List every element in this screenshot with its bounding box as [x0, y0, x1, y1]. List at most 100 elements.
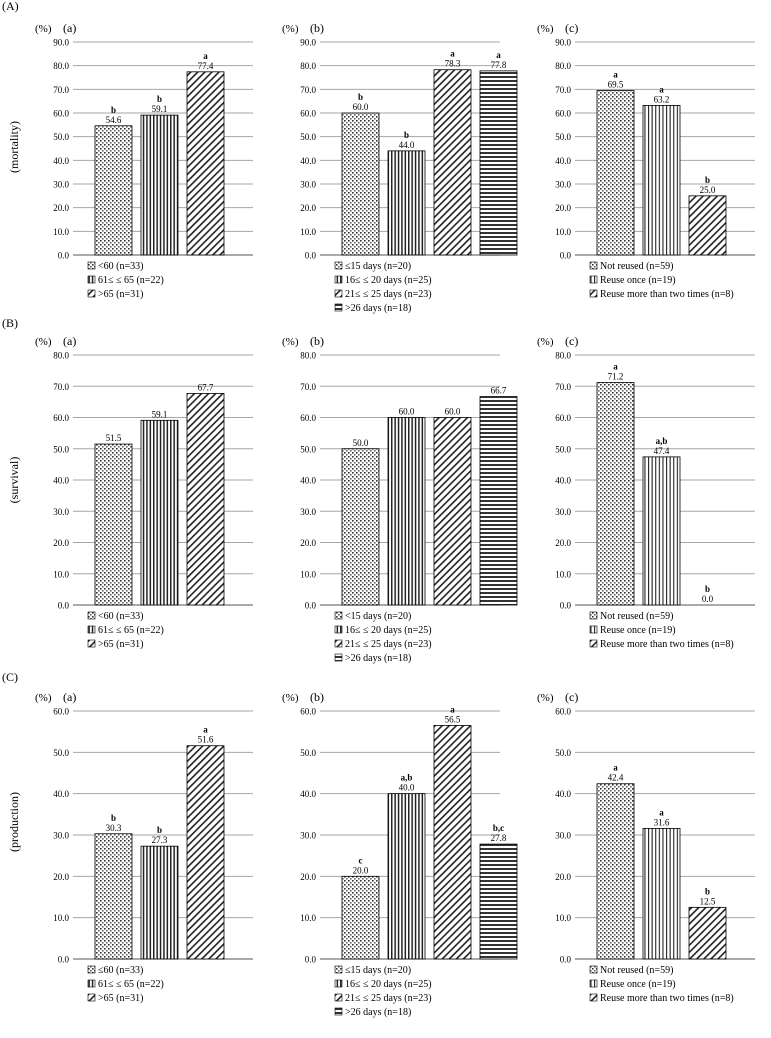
- legend-label: 61≤ ≤ 65 (n=22): [98, 275, 164, 286]
- y-unit-label: (%): [35, 336, 52, 348]
- bar: [387, 793, 426, 960]
- y-tick-label: 80.0: [300, 61, 316, 71]
- data-label: 31.6: [654, 817, 670, 827]
- y-unit-label: (%): [282, 336, 299, 348]
- significance-letter: b: [705, 175, 710, 185]
- chart-panel: (%) (b) 0.0 10.0 20.0 30.0 40.0 50.0 60.0 70.0 80.…: [282, 21, 518, 314]
- panels: (%) (a) 0.0 10.0 20.0 30.0 40.0 50.0 60.0 70.0 80.…: [35, 21, 755, 1018]
- y-tick-label: 30.0: [555, 831, 571, 841]
- panel-label: (b): [310, 21, 324, 35]
- legend-swatch: [334, 993, 343, 1002]
- data-label: 0.0: [702, 594, 714, 604]
- legend-swatch: [87, 261, 96, 270]
- y-tick-label: 50.0: [300, 444, 316, 454]
- y-tick-label: 50.0: [53, 132, 69, 142]
- legend-label: 16≤ ≤ 20 days (n=25): [345, 979, 432, 990]
- bar: [433, 69, 472, 256]
- legend-swatch: [334, 275, 343, 284]
- y-tick-label: 40.0: [53, 789, 69, 799]
- significance-letter: b: [358, 92, 363, 102]
- section-label-c: (C): [2, 670, 18, 684]
- y-tick-label: 90.0: [555, 38, 571, 48]
- significance-letter: a: [450, 49, 455, 59]
- legend-swatch: [589, 275, 598, 284]
- legend-label: >65 (n=31): [98, 289, 143, 300]
- y-tick-label: 30.0: [555, 180, 571, 190]
- panel-label: (a): [63, 690, 76, 704]
- significance-letter: b,c: [493, 823, 504, 833]
- section-label-b: (B): [2, 316, 18, 330]
- data-label: 67.7: [198, 382, 214, 392]
- legend-swatch: [589, 261, 598, 270]
- y-tick-label: 0.0: [305, 955, 317, 965]
- legend-swatch: [334, 979, 343, 988]
- y-tick-label: 80.0: [53, 61, 69, 71]
- panel-label: (c): [565, 21, 578, 35]
- data-label: 12.5: [700, 896, 716, 906]
- y-tick-label: 60.0: [300, 707, 316, 717]
- y-tick-label: 20.0: [555, 538, 571, 548]
- legend-label: 16≤ ≤ 20 days (n=25): [345, 275, 432, 286]
- data-label: 50.0: [353, 438, 369, 448]
- significance-letter: b: [157, 94, 162, 104]
- panel-label: (c): [565, 690, 578, 704]
- y-tick-label: 50.0: [300, 748, 316, 758]
- y-tick-label: 40.0: [300, 789, 316, 799]
- significance-letter: a,b: [656, 436, 668, 446]
- data-label: 66.7: [491, 386, 507, 396]
- y-tick-label: 10.0: [555, 569, 571, 579]
- data-label: 51.5: [106, 433, 122, 443]
- bar: [387, 417, 426, 606]
- legend-label: 61≤ ≤ 65 (n=22): [98, 979, 164, 990]
- y-tick-label: 40.0: [300, 476, 316, 486]
- legend-swatch: [334, 261, 343, 270]
- y-tick-label: 60.0: [300, 413, 316, 423]
- y-unit-label: (%): [537, 23, 554, 35]
- data-label: 40.0: [399, 783, 415, 793]
- y-tick-label: 0.0: [560, 601, 572, 611]
- legend-label: >65 (n=31): [98, 639, 143, 650]
- y-tick-label: 30.0: [300, 507, 316, 517]
- panel-label: (a): [63, 334, 76, 348]
- data-label: 78.3: [445, 59, 461, 69]
- data-label: 77.8: [491, 60, 507, 70]
- significance-letter: b: [705, 886, 710, 896]
- legend-swatch: [87, 275, 96, 284]
- legend-swatch: [334, 289, 343, 298]
- y-tick-label: 40.0: [300, 156, 316, 166]
- y-tick-label: 40.0: [53, 476, 69, 486]
- data-label: 27.8: [491, 833, 507, 843]
- data-label: 63.2: [654, 94, 670, 104]
- legend-label: ≤60 (n=33): [98, 965, 143, 976]
- y-tick-label: 10.0: [53, 913, 69, 923]
- y-tick-label: 60.0: [555, 413, 571, 423]
- significance-letter: b: [111, 105, 116, 115]
- y-tick-label: 70.0: [555, 85, 571, 95]
- significance-letter: a: [659, 84, 664, 94]
- y-tick-label: 90.0: [53, 38, 69, 48]
- data-label: 59.1: [152, 104, 168, 114]
- y-unit-label: (%): [35, 23, 52, 35]
- y-tick-label: 30.0: [53, 180, 69, 190]
- y-tick-label: 40.0: [555, 476, 571, 486]
- data-label: 42.4: [608, 773, 624, 783]
- significance-letter: a: [496, 50, 501, 60]
- y-tick-label: 40.0: [53, 156, 69, 166]
- y-unit-label: (%): [35, 692, 52, 704]
- y-tick-label: 60.0: [53, 707, 69, 717]
- bar: [596, 90, 635, 256]
- y-tick-label: 20.0: [300, 872, 316, 882]
- legend-swatch: [87, 979, 96, 988]
- y-tick-label: 20.0: [53, 203, 69, 213]
- y-tick-label: 50.0: [53, 444, 69, 454]
- y-unit-label: (%): [537, 336, 554, 348]
- panel-label: (b): [310, 334, 324, 348]
- legend-label: >26 days (n=18): [345, 1007, 411, 1018]
- bar: [186, 745, 225, 960]
- significance-letter: a,b: [401, 773, 413, 783]
- legend-swatch: [334, 639, 343, 648]
- y-tick-label: 20.0: [300, 538, 316, 548]
- y-tick-label: 90.0: [300, 38, 316, 48]
- data-label: 27.3: [152, 835, 168, 845]
